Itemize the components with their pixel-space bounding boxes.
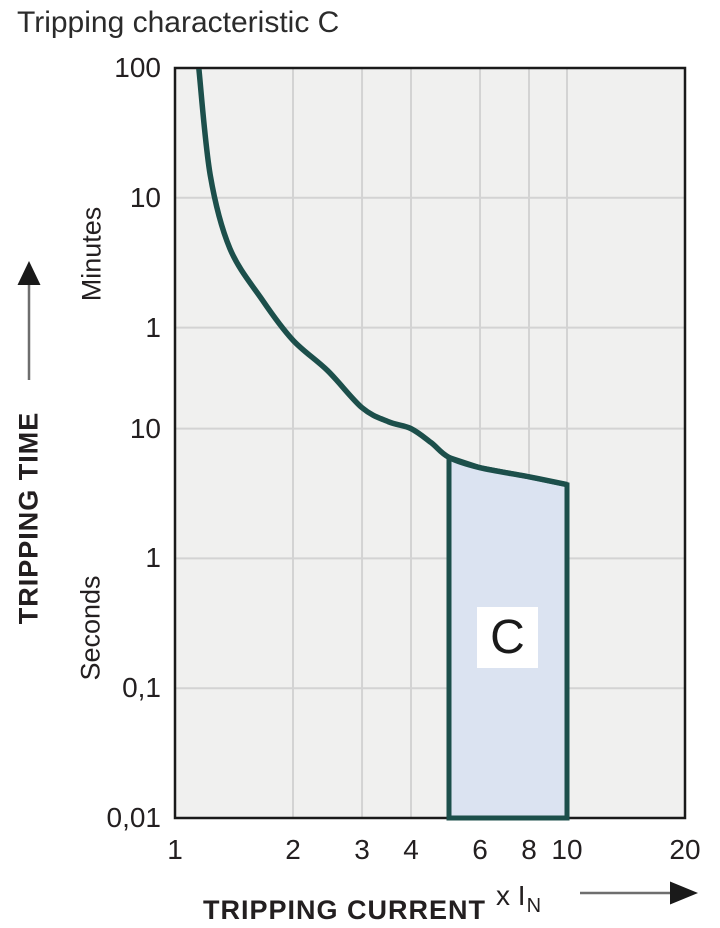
x-tick-label: 2 xyxy=(285,834,301,865)
y-axis-direction-arrow-icon xyxy=(17,261,41,285)
y-tick-label: 0,1 xyxy=(122,672,161,704)
y-tick-label: 1 xyxy=(145,311,161,343)
y-tick-label: 10 xyxy=(129,412,161,444)
x-axis-multiplier-prefix: x I xyxy=(496,880,526,911)
y-tick-label: 10 xyxy=(129,181,161,213)
y-tick-label: 1 xyxy=(145,542,161,574)
region-label-box: C xyxy=(477,607,538,668)
x-tick-label: 10 xyxy=(551,834,583,865)
x-axis-direction-arrow-icon xyxy=(670,881,698,905)
x-tick-label: 1 xyxy=(167,834,183,865)
y-axis-unit-seconds: Seconds xyxy=(75,575,106,681)
chart-title: Tripping characteristic C xyxy=(17,6,340,39)
x-tick-label: 4 xyxy=(403,834,419,865)
y-tick-label: 0,01 xyxy=(106,802,162,833)
x-tick-label: 3 xyxy=(354,834,370,865)
plot-border xyxy=(173,66,687,820)
x-axis-multiplier: x IN xyxy=(496,880,541,918)
y-axis-unit-minutes: Minutes xyxy=(76,206,107,302)
x-tick-label: 6 xyxy=(472,834,488,865)
x-axis-title: TRIPPING CURRENT xyxy=(203,895,487,925)
x-tick-label: 20 xyxy=(669,834,701,865)
x-axis-multiplier-subscript: N xyxy=(526,895,542,917)
region-label: C xyxy=(490,611,525,664)
x-tick-label: 8 xyxy=(521,834,537,865)
y-tick-label: 100 xyxy=(114,52,161,83)
tripping-curve xyxy=(196,69,568,488)
